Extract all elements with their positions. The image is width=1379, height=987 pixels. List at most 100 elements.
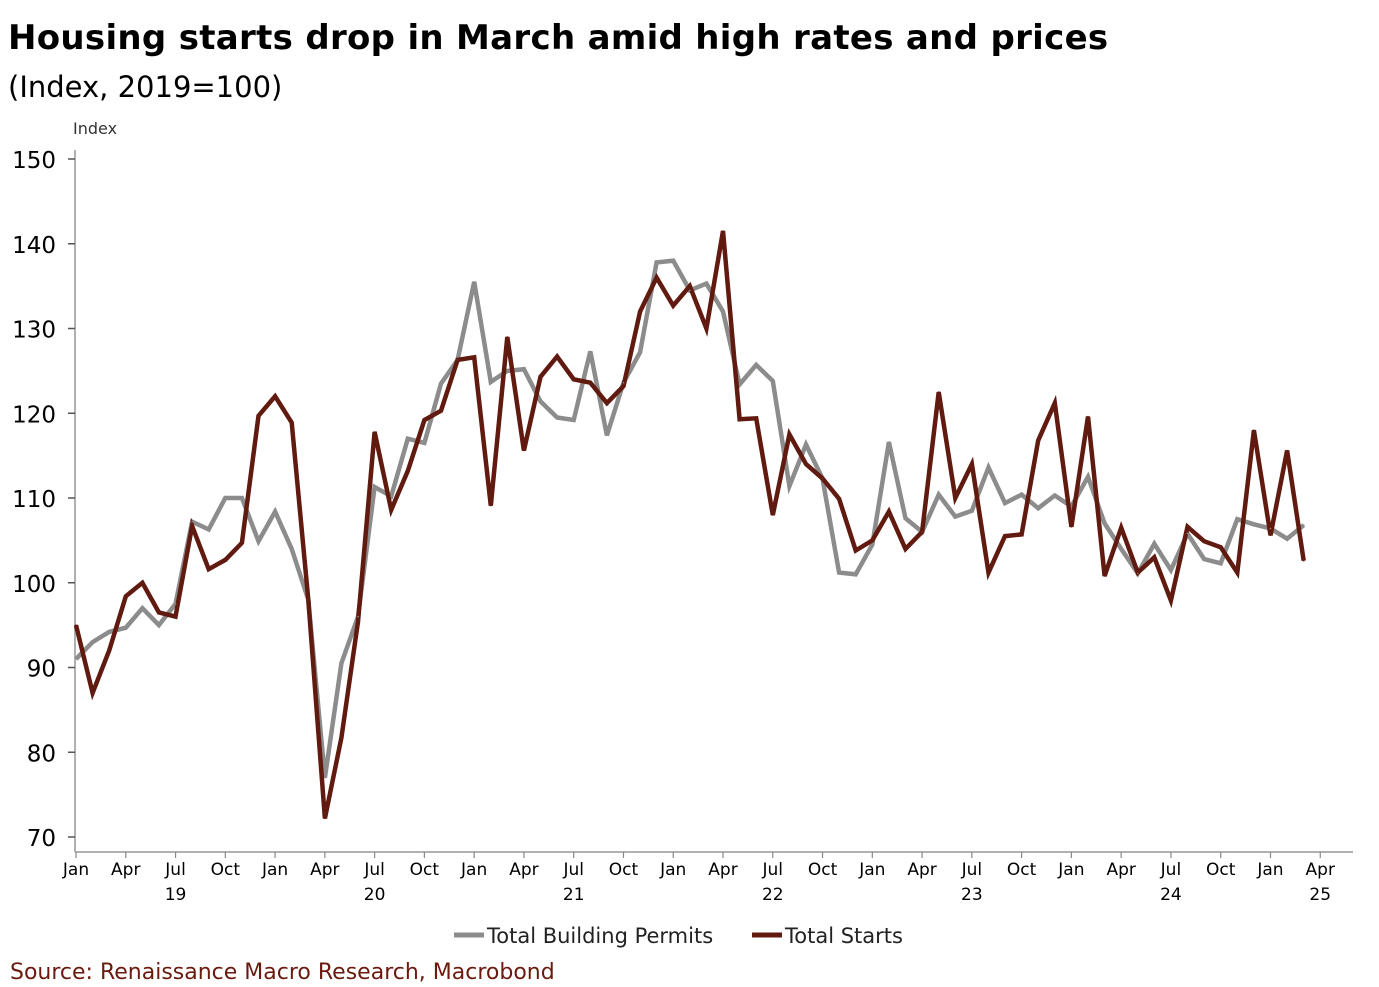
data-point-starts [1020, 533, 1023, 536]
x-tick-label: Oct [1007, 860, 1037, 880]
data-point-starts [888, 510, 890, 513]
data-point-permits [473, 281, 476, 283]
x-tick-label: Jul [562, 860, 584, 880]
y-tick-label: 100 [12, 572, 56, 598]
data-point-permits [1054, 494, 1056, 497]
data-point-permits [158, 624, 160, 626]
data-point-starts [755, 417, 757, 420]
x-tick-label: Apr [310, 860, 339, 880]
data-point-permits [772, 380, 774, 382]
data-point-starts [622, 385, 625, 387]
data-point-starts [456, 359, 459, 361]
data-point-starts [125, 595, 127, 598]
data-point-starts [805, 463, 807, 465]
data-point-permits [622, 381, 625, 384]
data-point-permits [1186, 532, 1189, 535]
x-tick-label: Jan [261, 860, 288, 880]
x-tick-label: Oct [609, 860, 639, 880]
data-point-starts [1004, 535, 1006, 537]
data-point-permits [390, 495, 393, 498]
data-point-starts [1203, 540, 1205, 542]
x-tick-year-label: 19 [165, 885, 187, 905]
data-point-starts [672, 304, 674, 307]
data-point-permits [738, 383, 741, 386]
data-point-starts [1087, 415, 1089, 418]
data-point-starts [655, 276, 658, 279]
data-point-starts [821, 477, 824, 480]
data-point-starts [207, 568, 210, 570]
data-point-starts [75, 624, 77, 626]
data-point-permits [1120, 548, 1122, 550]
data-point-starts [1269, 534, 1272, 537]
data-point-starts [506, 336, 509, 338]
data-point-permits [290, 548, 293, 550]
data-point-permits [672, 259, 674, 262]
x-tick-label: Apr [708, 860, 737, 880]
data-point-starts [1103, 575, 1106, 577]
data-point-permits [971, 509, 973, 512]
data-point-permits [1286, 537, 1288, 540]
data-point-starts [523, 449, 525, 452]
data-point-permits [1070, 505, 1073, 508]
data-point-starts [490, 504, 492, 507]
data-point-permits [340, 662, 343, 665]
data-point-permits [241, 497, 243, 499]
data-point-permits [572, 419, 575, 421]
x-tick-label: Jan [1057, 860, 1084, 880]
data-point-permits [407, 437, 409, 440]
x-tick-label: Apr [1306, 860, 1335, 880]
data-point-starts [689, 285, 691, 287]
data-point-starts [705, 327, 708, 330]
data-point-starts [191, 525, 193, 527]
data-point-permits [705, 282, 708, 285]
data-point-permits [1236, 518, 1239, 520]
data-point-starts [1302, 559, 1305, 562]
data-point-starts [1236, 571, 1239, 574]
data-point-permits [854, 573, 857, 576]
data-point-permits [639, 351, 641, 354]
data-point-starts [738, 418, 741, 421]
data-point-starts [373, 431, 376, 433]
x-tick-label: Jul [1160, 860, 1182, 880]
data-point-permits [987, 466, 990, 469]
data-point-starts [324, 817, 326, 820]
y-tick-label: 130 [12, 318, 56, 344]
y-tick-label: 90 [27, 657, 56, 683]
legend-label-starts: Total Starts [784, 924, 903, 948]
data-point-starts [224, 559, 227, 561]
x-tick-label: Oct [211, 860, 241, 880]
x-tick-label: Jan [1256, 860, 1283, 880]
data-point-permits [539, 400, 542, 403]
data-point-starts [722, 230, 724, 232]
x-tick-label: Jan [858, 860, 885, 880]
data-point-starts [871, 539, 874, 542]
data-point-starts [1037, 439, 1039, 442]
data-point-starts [572, 378, 575, 381]
data-point-starts [1186, 526, 1189, 528]
y-tick-label: 80 [27, 741, 56, 767]
data-point-permits [1087, 476, 1089, 478]
x-tick-label: Jan [659, 860, 686, 880]
x-tick-label: Jul [961, 860, 983, 880]
data-point-starts [904, 548, 907, 550]
data-point-starts [1286, 449, 1288, 452]
data-point-permits [75, 658, 77, 660]
data-point-permits [655, 261, 658, 264]
data-point-permits [1004, 502, 1006, 504]
y-axis-ticks: 70 80 90 100 110 120 130 140 150 [12, 148, 75, 852]
data-point-starts [1153, 556, 1156, 559]
data-point-starts [158, 611, 160, 614]
x-tick-label: Jan [460, 860, 487, 880]
data-point-permits [788, 485, 791, 487]
data-point-starts [1253, 429, 1255, 432]
data-point-starts [788, 433, 791, 436]
x-tick-label: Jan [62, 860, 89, 880]
data-point-permits [224, 497, 227, 499]
data-point-starts [174, 615, 177, 618]
data-point-permits [141, 607, 144, 609]
data-point-starts [1219, 546, 1222, 548]
data-point-permits [207, 528, 210, 531]
y-axis-label: Index [73, 119, 117, 138]
x-tick-label: Apr [907, 860, 936, 880]
